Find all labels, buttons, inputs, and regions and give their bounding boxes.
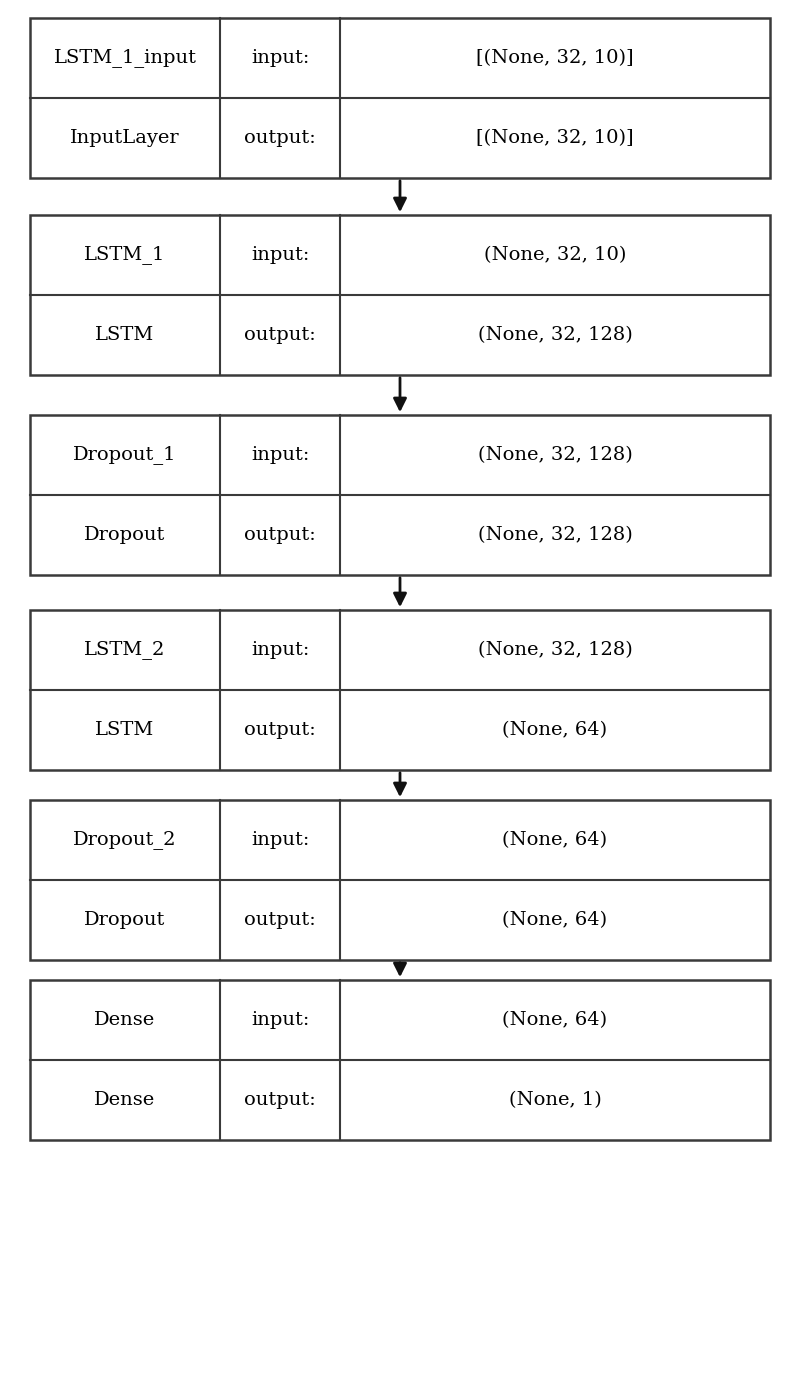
Text: (None, 32, 10): (None, 32, 10) — [484, 247, 626, 265]
Text: (None, 32, 128): (None, 32, 128) — [478, 326, 632, 344]
Text: (None, 64): (None, 64) — [502, 911, 607, 929]
Text: [(None, 32, 10)]: [(None, 32, 10)] — [476, 130, 634, 148]
Text: Dropout: Dropout — [84, 911, 166, 929]
Text: output:: output: — [244, 911, 316, 929]
Text: LSTM_1_input: LSTM_1_input — [54, 49, 197, 67]
Text: input:: input: — [251, 832, 309, 848]
Text: Dropout_1: Dropout_1 — [74, 446, 177, 464]
Text: Dense: Dense — [94, 1091, 156, 1109]
Text: LSTM_2: LSTM_2 — [84, 641, 166, 659]
Text: output:: output: — [244, 722, 316, 740]
Text: input:: input: — [251, 247, 309, 265]
Text: LSTM_1: LSTM_1 — [84, 245, 166, 265]
Text: output:: output: — [244, 527, 316, 545]
Bar — [30, 800, 770, 960]
Text: LSTM: LSTM — [95, 722, 154, 740]
Text: (None, 32, 128): (None, 32, 128) — [478, 446, 632, 464]
Bar — [30, 610, 770, 770]
Bar — [30, 215, 770, 375]
Text: input:: input: — [251, 49, 309, 67]
Text: (None, 32, 128): (None, 32, 128) — [478, 641, 632, 659]
Text: [(None, 32, 10)]: [(None, 32, 10)] — [476, 49, 634, 67]
Text: (None, 1): (None, 1) — [509, 1091, 602, 1109]
Text: (None, 64): (None, 64) — [502, 1011, 607, 1029]
Text: input:: input: — [251, 1011, 309, 1029]
Text: LSTM: LSTM — [95, 326, 154, 344]
Text: Dropout: Dropout — [84, 527, 166, 545]
Text: (None, 64): (None, 64) — [502, 722, 607, 740]
Text: Dropout_2: Dropout_2 — [74, 830, 177, 850]
Text: input:: input: — [251, 446, 309, 464]
Text: output:: output: — [244, 326, 316, 344]
Text: input:: input: — [251, 641, 309, 659]
Bar — [30, 415, 770, 575]
Text: Dense: Dense — [94, 1011, 156, 1029]
Bar — [30, 981, 770, 1139]
Text: (None, 32, 128): (None, 32, 128) — [478, 527, 632, 545]
Text: InputLayer: InputLayer — [70, 130, 180, 148]
Text: (None, 64): (None, 64) — [502, 832, 607, 848]
Text: output:: output: — [244, 1091, 316, 1109]
Text: output:: output: — [244, 130, 316, 148]
Bar — [30, 18, 770, 178]
